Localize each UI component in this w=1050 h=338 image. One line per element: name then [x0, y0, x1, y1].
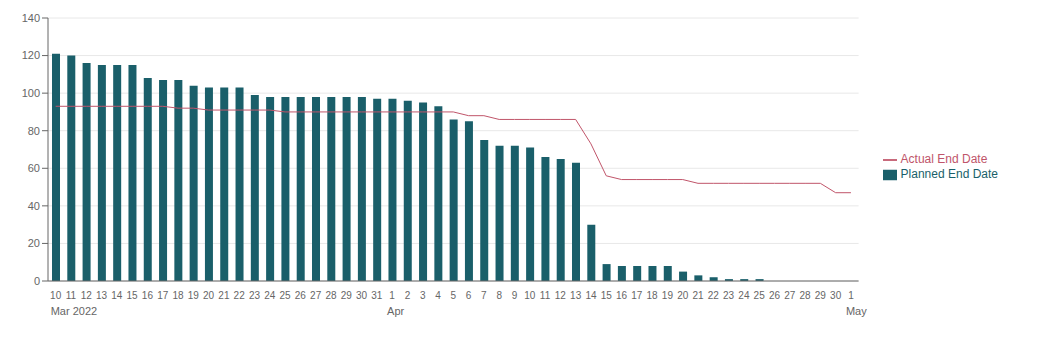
- svg-text:12: 12: [81, 290, 93, 301]
- svg-text:26: 26: [295, 290, 307, 301]
- svg-text:26: 26: [769, 290, 781, 301]
- svg-text:May: May: [846, 305, 867, 317]
- svg-text:28: 28: [800, 290, 812, 301]
- svg-text:31: 31: [371, 290, 383, 301]
- svg-text:22: 22: [234, 290, 246, 301]
- svg-text:15: 15: [601, 290, 613, 301]
- svg-text:25: 25: [279, 290, 291, 301]
- svg-text:15: 15: [127, 290, 139, 301]
- svg-text:Mar 2022: Mar 2022: [51, 305, 97, 317]
- svg-text:11: 11: [66, 290, 77, 301]
- svg-text:16: 16: [616, 290, 628, 301]
- svg-text:24: 24: [264, 290, 276, 301]
- svg-text:17: 17: [157, 290, 169, 301]
- svg-text:19: 19: [662, 290, 674, 301]
- svg-text:12: 12: [555, 290, 567, 301]
- svg-text:4: 4: [435, 290, 441, 301]
- svg-text:24: 24: [738, 290, 750, 301]
- svg-text:140: 140: [22, 12, 40, 24]
- svg-text:23: 23: [723, 290, 735, 301]
- svg-text:8: 8: [496, 290, 502, 301]
- svg-text:7: 7: [481, 290, 487, 301]
- svg-text:27: 27: [784, 290, 796, 301]
- svg-text:20: 20: [28, 237, 40, 249]
- svg-text:29: 29: [341, 290, 353, 301]
- svg-text:60: 60: [28, 162, 40, 174]
- svg-text:80: 80: [28, 125, 40, 137]
- svg-text:17: 17: [631, 290, 643, 301]
- svg-text:40: 40: [28, 200, 40, 212]
- svg-text:1: 1: [389, 290, 395, 301]
- svg-text:3: 3: [420, 290, 426, 301]
- svg-text:120: 120: [22, 49, 40, 61]
- svg-text:100: 100: [22, 87, 40, 99]
- svg-text:20: 20: [203, 290, 215, 301]
- svg-text:23: 23: [249, 290, 261, 301]
- svg-text:16: 16: [142, 290, 154, 301]
- svg-text:11: 11: [540, 290, 551, 301]
- svg-text:25: 25: [754, 290, 766, 301]
- svg-text:21: 21: [218, 290, 230, 301]
- svg-text:14: 14: [111, 290, 123, 301]
- svg-text:6: 6: [466, 290, 472, 301]
- svg-text:5: 5: [451, 290, 457, 301]
- svg-text:13: 13: [570, 290, 582, 301]
- svg-text:29: 29: [815, 290, 827, 301]
- svg-text:18: 18: [647, 290, 659, 301]
- svg-text:30: 30: [830, 290, 842, 301]
- svg-text:20: 20: [677, 290, 689, 301]
- html-text:Actual End Date: Actual End Date: [900, 152, 988, 167]
- svg-text:1: 1: [848, 290, 854, 301]
- svg-text:10: 10: [524, 290, 536, 301]
- svg-text:28: 28: [325, 290, 337, 301]
- svg-text:21: 21: [692, 290, 704, 301]
- html-text:Planned End Date: Planned End Date: [900, 167, 998, 181]
- svg-text:19: 19: [188, 290, 200, 301]
- svg-text:10: 10: [50, 290, 62, 301]
- svg-text:22: 22: [708, 290, 720, 301]
- svg-text:18: 18: [172, 290, 184, 301]
- svg-text:14: 14: [585, 290, 597, 301]
- svg-text:Apr: Apr: [387, 305, 404, 317]
- svg-text:2: 2: [405, 290, 411, 301]
- svg-text:27: 27: [310, 290, 322, 301]
- svg-text:30: 30: [356, 290, 368, 301]
- svg-text:13: 13: [96, 290, 108, 301]
- svg-text:0: 0: [34, 275, 40, 287]
- svg-text:9: 9: [512, 290, 518, 301]
